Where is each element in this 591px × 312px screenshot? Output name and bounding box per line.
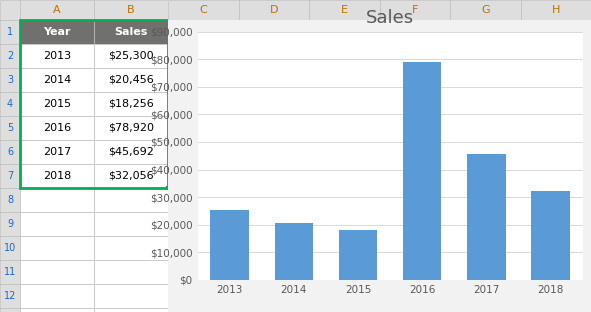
Bar [0,164,20,188]
Bar [94,236,168,260]
Bar [94,308,168,312]
Bar [94,68,168,92]
Bar [0,44,20,68]
Bar [94,0,168,20]
Bar [210,210,249,280]
Text: G: G [481,5,489,15]
Text: Year: Year [43,27,71,37]
Text: 2013: 2013 [43,51,71,61]
Bar [20,20,168,188]
Text: 6: 6 [7,147,13,157]
Bar [403,62,441,280]
Bar [94,284,168,308]
Text: A: A [53,5,61,15]
Bar [166,186,170,190]
Bar [20,212,94,236]
Title: Sales: Sales [366,9,414,27]
Text: 3: 3 [7,75,13,85]
Text: 2018: 2018 [43,171,71,181]
Text: $32,056: $32,056 [108,171,154,181]
Text: 1: 1 [7,27,13,37]
Text: F: F [411,5,418,15]
Bar [521,0,591,20]
Bar [0,260,20,284]
Bar [0,116,20,140]
Bar [94,44,168,68]
Bar [379,0,450,20]
Bar [20,260,94,284]
Bar [0,92,20,116]
Bar [94,140,168,164]
Bar [0,140,20,164]
Bar [94,260,168,284]
Bar [339,230,377,280]
Text: 12: 12 [4,291,16,301]
Bar [20,68,94,92]
Text: $20,456: $20,456 [108,75,154,85]
Bar [0,308,20,312]
Text: D: D [269,5,278,15]
Bar [20,0,94,20]
Bar [0,188,20,212]
Text: 2: 2 [7,51,13,61]
Text: C: C [199,5,207,15]
Bar [94,164,168,188]
Bar [467,154,505,280]
Bar [450,0,521,20]
Bar [0,236,20,260]
Text: $45,692: $45,692 [108,147,154,157]
Bar [20,164,94,188]
Text: 2016: 2016 [43,123,71,133]
Bar [20,140,94,164]
Bar [0,212,20,236]
Text: 2014: 2014 [43,75,71,85]
Bar [20,20,94,44]
Text: $18,256: $18,256 [108,99,154,109]
Text: $25,300: $25,300 [108,51,154,61]
Bar [0,20,20,44]
Bar [168,0,239,20]
Text: B: B [127,5,135,15]
Text: 5: 5 [7,123,13,133]
Bar [20,236,94,260]
Bar [20,308,94,312]
Bar [0,284,20,308]
Bar [94,116,168,140]
Text: 2017: 2017 [43,147,71,157]
Bar [20,188,94,212]
Text: Sales: Sales [114,27,148,37]
Text: E: E [341,5,348,15]
Bar [94,20,168,44]
Text: 11: 11 [4,267,16,277]
Bar [20,92,94,116]
Text: $78,920: $78,920 [108,123,154,133]
Bar [94,188,168,212]
Text: H: H [551,5,560,15]
Text: 4: 4 [7,99,13,109]
Bar [20,116,94,140]
Text: 9: 9 [7,219,13,229]
Text: 2015: 2015 [43,99,71,109]
Text: 7: 7 [7,171,13,181]
Bar [20,284,94,308]
Bar [0,0,20,20]
Bar [239,0,309,20]
Text: 10: 10 [4,243,16,253]
Bar [309,0,379,20]
Bar [20,44,94,68]
Bar [94,212,168,236]
Bar [0,68,20,92]
Bar [94,92,168,116]
Text: 8: 8 [7,195,13,205]
Bar [531,192,570,280]
Bar [275,223,313,280]
